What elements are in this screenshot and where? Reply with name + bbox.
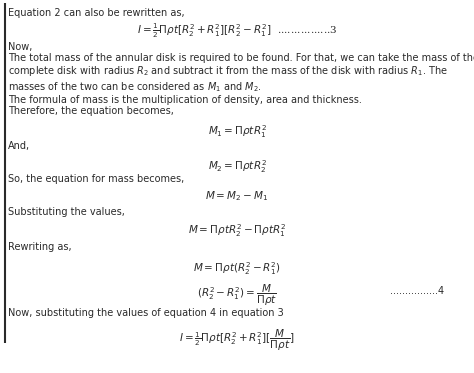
- Text: Rewriting as,: Rewriting as,: [8, 242, 72, 252]
- Text: masses of the two can be considered as $M_1$ and $M_2$.: masses of the two can be considered as $…: [8, 80, 262, 94]
- Text: The total mass of the annular disk is required to be found. For that, we can tak: The total mass of the annular disk is re…: [8, 53, 474, 63]
- Text: $M = M_2 - M_1$: $M = M_2 - M_1$: [205, 189, 269, 203]
- Text: $M_2 = \Pi\rho t R_2^2$: $M_2 = \Pi\rho t R_2^2$: [208, 158, 266, 175]
- Text: $(R_2^2 - R_1^2) = \dfrac{M}{\Pi\rho t}$: $(R_2^2 - R_1^2) = \dfrac{M}{\Pi\rho t}$: [197, 283, 277, 308]
- Text: complete disk with radius $R_2$ and subtract it from the mass of the disk with r: complete disk with radius $R_2$ and subt…: [8, 64, 448, 78]
- Text: $I = \frac{1}{2}\Pi\rho t[R_2^2 + R_1^2][R_2^2 - R_1^2]$  ................3: $I = \frac{1}{2}\Pi\rho t[R_2^2 + R_1^2]…: [137, 22, 337, 40]
- Text: So, the equation for mass becomes,: So, the equation for mass becomes,: [8, 174, 184, 184]
- Text: Now,: Now,: [8, 42, 32, 52]
- Text: $M = \Pi\rho t R_2^2 - \Pi\rho t R_1^2$: $M = \Pi\rho t R_2^2 - \Pi\rho t R_1^2$: [188, 222, 286, 239]
- Text: $M = \Pi\rho t(R_2^2 - R_1^2)$: $M = \Pi\rho t(R_2^2 - R_1^2)$: [193, 260, 281, 277]
- Text: And,: And,: [8, 141, 30, 151]
- Text: Now, substituting the values of equation 4 in equation 3: Now, substituting the values of equation…: [8, 308, 284, 318]
- Text: $M_1 = \Pi\rho t R_1^2$: $M_1 = \Pi\rho t R_1^2$: [208, 123, 266, 140]
- Text: ................4: ................4: [390, 286, 444, 296]
- Text: $I = \frac{1}{2}\Pi\rho t[R_2^2 + R_1^2][\dfrac{M}{\Pi\rho t}]$: $I = \frac{1}{2}\Pi\rho t[R_2^2 + R_1^2]…: [179, 328, 295, 353]
- Text: Equation 2 can also be rewritten as,: Equation 2 can also be rewritten as,: [8, 8, 185, 18]
- Text: Therefore, the equation becomes,: Therefore, the equation becomes,: [8, 106, 174, 116]
- Text: The formula of mass is the multiplication of density, area and thickness.: The formula of mass is the multiplicatio…: [8, 95, 362, 105]
- Text: Substituting the values,: Substituting the values,: [8, 207, 125, 217]
